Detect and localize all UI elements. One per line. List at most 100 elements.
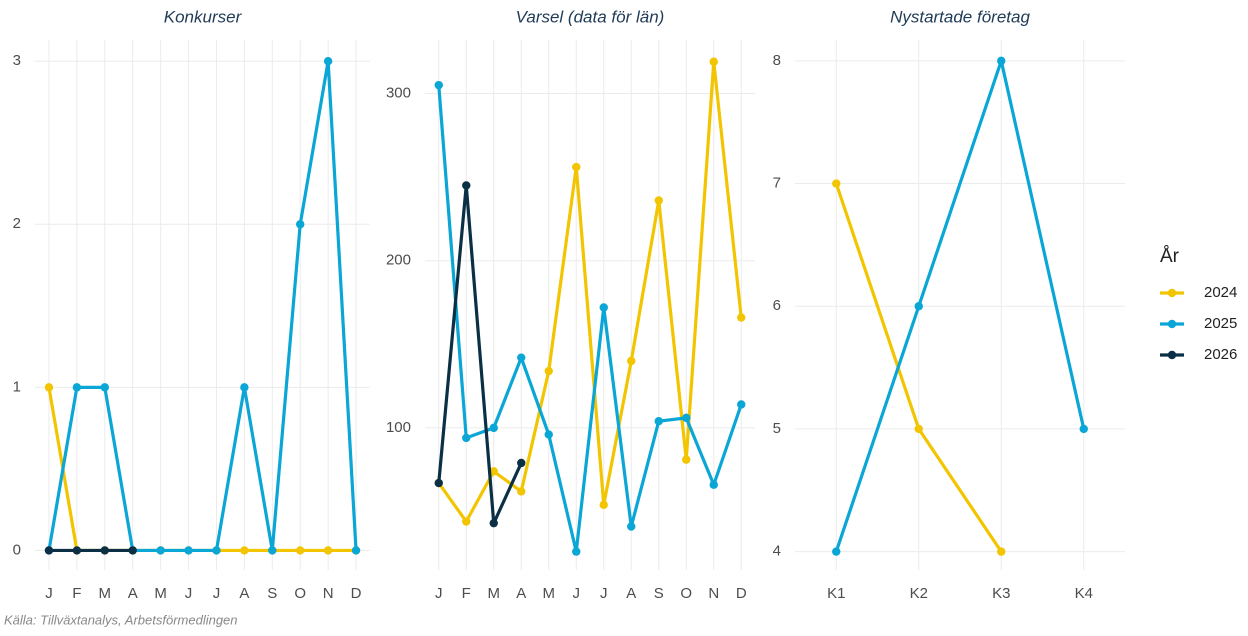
legend-swatch-dot bbox=[1167, 319, 1177, 329]
x-tick-label: K1 bbox=[827, 585, 845, 602]
x-tick-label: N bbox=[708, 585, 719, 602]
series-line bbox=[437, 183, 523, 525]
y-tick-label: 0 bbox=[13, 541, 21, 558]
x-tick-label: K3 bbox=[992, 585, 1010, 602]
point bbox=[100, 546, 109, 555]
x-tick-label: F bbox=[72, 585, 81, 602]
y-tick-label: 8 bbox=[773, 52, 781, 69]
point bbox=[296, 220, 305, 229]
y-tick-label: 7 bbox=[773, 175, 781, 192]
point bbox=[517, 458, 526, 468]
x-tick-label: O bbox=[680, 585, 692, 602]
point bbox=[627, 356, 636, 366]
point bbox=[268, 546, 277, 555]
x-tick-label: J bbox=[185, 585, 193, 602]
x-tick-label: K2 bbox=[910, 585, 928, 602]
point bbox=[323, 57, 333, 66]
legend-swatch-dot bbox=[1167, 350, 1177, 360]
point bbox=[462, 433, 471, 443]
point bbox=[517, 487, 526, 496]
point bbox=[832, 547, 841, 556]
point bbox=[489, 423, 498, 433]
point bbox=[128, 546, 137, 555]
x-tick-label: N bbox=[323, 585, 334, 602]
point bbox=[914, 302, 923, 311]
point bbox=[997, 547, 1006, 556]
series-line bbox=[47, 59, 358, 553]
x-tick-label: A bbox=[239, 585, 249, 602]
point bbox=[654, 416, 663, 426]
y-tick-label: 200 bbox=[386, 252, 411, 269]
x-tick-label: A bbox=[516, 585, 526, 602]
point bbox=[434, 478, 443, 488]
point bbox=[572, 162, 581, 172]
point bbox=[832, 179, 841, 188]
point bbox=[709, 480, 718, 489]
panel-title: Nystartade företag bbox=[890, 7, 1030, 26]
point bbox=[489, 518, 498, 528]
point bbox=[682, 413, 691, 423]
x-tick-label: M bbox=[99, 585, 112, 602]
panel-title: Varsel (data för län) bbox=[516, 7, 665, 26]
legend-label: 2026 bbox=[1204, 346, 1237, 363]
point bbox=[737, 313, 746, 322]
point bbox=[184, 546, 193, 555]
point bbox=[599, 500, 608, 509]
legend-label: 2025 bbox=[1204, 315, 1237, 332]
point bbox=[737, 400, 746, 409]
x-tick-label: J bbox=[573, 585, 581, 602]
point bbox=[709, 57, 718, 66]
x-tick-label: M bbox=[488, 585, 501, 602]
point bbox=[997, 56, 1006, 66]
y-tick-label: 100 bbox=[386, 419, 411, 436]
x-tick-label: A bbox=[626, 585, 636, 602]
point bbox=[462, 181, 471, 190]
point bbox=[72, 546, 82, 555]
y-tick-label: 6 bbox=[773, 297, 781, 314]
x-tick-label: J bbox=[213, 585, 221, 602]
point bbox=[462, 517, 471, 526]
y-tick-label: 2 bbox=[13, 215, 21, 232]
x-tick-label: J bbox=[435, 585, 443, 602]
source-note: Källa: Tillväxtanalys, Arbetsförmedlinge… bbox=[4, 612, 238, 627]
series-line bbox=[437, 60, 743, 524]
y-tick-label: 5 bbox=[773, 420, 781, 437]
x-tick-label: S bbox=[267, 585, 277, 602]
point bbox=[489, 467, 498, 476]
x-tick-label: J bbox=[600, 585, 608, 602]
point bbox=[240, 546, 249, 555]
y-tick-label: 300 bbox=[386, 84, 411, 101]
point bbox=[296, 546, 305, 555]
point bbox=[156, 546, 165, 555]
y-tick-label: 4 bbox=[773, 543, 781, 560]
x-tick-label: K4 bbox=[1075, 585, 1093, 602]
x-tick-label: F bbox=[462, 585, 471, 602]
legend-swatch-dot bbox=[1167, 288, 1177, 298]
point bbox=[572, 547, 581, 556]
series-line bbox=[47, 387, 357, 553]
x-tick-label: J bbox=[45, 585, 53, 602]
y-tick-label: 3 bbox=[13, 52, 21, 69]
point bbox=[654, 196, 663, 205]
point bbox=[212, 546, 221, 555]
point bbox=[682, 455, 691, 464]
point bbox=[544, 366, 553, 376]
panel-title: Konkurser bbox=[164, 7, 243, 26]
legend-label: 2024 bbox=[1204, 284, 1237, 301]
point bbox=[599, 303, 608, 312]
point bbox=[1079, 424, 1088, 434]
y-tick-label: 1 bbox=[13, 378, 21, 395]
point bbox=[44, 383, 54, 392]
x-tick-label: S bbox=[654, 585, 664, 602]
point bbox=[517, 353, 526, 362]
x-tick-label: O bbox=[294, 585, 306, 602]
series-line bbox=[834, 59, 1086, 553]
point bbox=[544, 430, 553, 439]
point bbox=[914, 424, 923, 434]
x-tick-label: A bbox=[128, 585, 138, 602]
point bbox=[627, 522, 636, 531]
point bbox=[323, 546, 333, 555]
series-line bbox=[437, 85, 743, 554]
point bbox=[72, 383, 82, 392]
